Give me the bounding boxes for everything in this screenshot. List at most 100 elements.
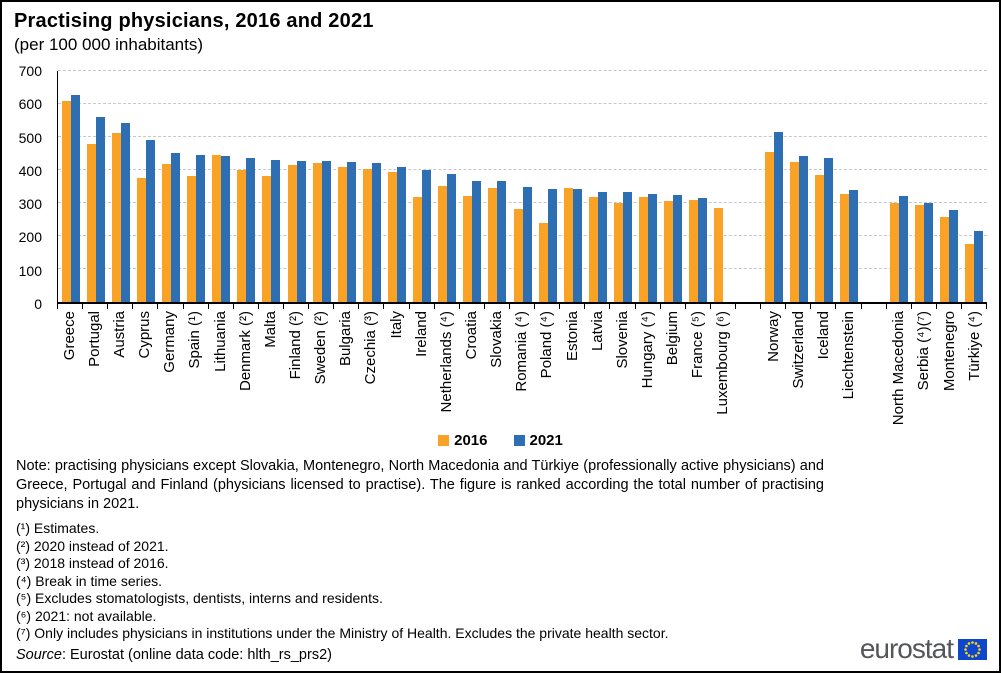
bar-group-luxembourg <box>711 71 736 302</box>
x-label-slot: Poland (⁴) <box>535 311 560 429</box>
legend-item-2021: 2021 <box>513 432 563 449</box>
bar-2021 <box>95 116 105 302</box>
footnote-line: (⁴) Break in time series. <box>16 572 163 589</box>
x-axis-label: Spain (¹) <box>186 311 204 369</box>
x-tick <box>711 304 736 309</box>
bar-2016 <box>538 223 548 302</box>
y-tick-label: 400 <box>18 162 42 179</box>
bar-group-malta <box>259 71 284 302</box>
bar-2021 <box>949 209 959 302</box>
x-axis-label: Croatia <box>462 311 480 360</box>
x-axis-label: Cyprus <box>136 311 154 359</box>
x-label-slot: Sweden (²) <box>308 311 333 429</box>
x-tick <box>912 304 937 309</box>
x-axis-label: Slovenia <box>613 311 631 369</box>
x-axis-label: Iceland <box>814 311 832 360</box>
bar-2016 <box>664 201 674 302</box>
x-axis-label: Ireland <box>412 311 430 357</box>
bar-group-norway <box>761 71 786 302</box>
bar-group-montenegro <box>937 71 962 302</box>
xlabels-row: Greece Portugal Austria Cyprus Germany Spain … <box>57 311 987 429</box>
x-axis-label: Romania (⁴) <box>513 311 531 392</box>
x-axis-label: Liechtenstein <box>840 311 858 400</box>
bar-2016 <box>488 188 498 302</box>
bar-group-t-rkiye <box>962 71 987 302</box>
bar-group-iceland <box>811 71 836 302</box>
bar-group-romania <box>510 71 535 302</box>
bar-2016 <box>814 174 824 302</box>
x-tick <box>661 304 686 309</box>
bar-2021 <box>974 230 984 302</box>
x-label-slot: Türkiye (⁴) <box>962 311 987 429</box>
x-tick <box>485 304 510 309</box>
bar-2016 <box>362 169 372 302</box>
bar-2016 <box>613 203 623 302</box>
bar-2021 <box>848 189 858 302</box>
x-label-slot: Hungary (⁴) <box>635 311 660 429</box>
y-tick-label: 200 <box>18 229 42 246</box>
x-tick <box>686 304 711 309</box>
x-tick <box>158 304 184 309</box>
x-label-slot: Slovenia <box>610 311 635 429</box>
bar-2016 <box>513 209 523 302</box>
bar-group-greece <box>58 71 83 302</box>
legend-item-2016: 2016 <box>438 432 488 449</box>
bar-2021 <box>698 197 708 302</box>
x-label-slot: Austria <box>107 311 132 429</box>
x-tick <box>410 304 435 309</box>
x-label-slot: Portugal <box>82 311 107 429</box>
bar-group-germany <box>158 71 183 302</box>
x-label-slot: Bulgaria <box>334 311 359 429</box>
bar-2016 <box>237 170 247 302</box>
bar-group-latvia <box>585 71 610 302</box>
footnote-line: (¹) Estimates. <box>16 520 100 536</box>
x-tick <box>937 304 962 309</box>
bar-2016 <box>915 205 925 302</box>
x-axis-label: Switzerland <box>789 311 807 389</box>
bar-2021 <box>246 158 256 302</box>
bar-2016 <box>161 164 171 302</box>
x-label-slot: Ireland <box>409 311 434 429</box>
legend-swatch-2016 <box>438 434 450 446</box>
bar-2016 <box>212 155 222 302</box>
x-label-slot: Iceland <box>811 311 836 429</box>
note-text: Note: practising physicians except Slova… <box>16 458 824 512</box>
bar-group-slovakia <box>485 71 510 302</box>
x-tick <box>58 304 84 309</box>
bar-2016 <box>136 178 146 302</box>
bar-2021 <box>296 160 306 302</box>
bar-group-italy <box>384 71 409 302</box>
bar-2016 <box>438 186 448 302</box>
x-tick <box>384 304 410 309</box>
x-tick <box>962 304 988 309</box>
x-axis-label: Latvia <box>588 311 606 352</box>
bar-2021 <box>371 162 381 302</box>
bar-2016 <box>262 176 272 302</box>
bar-2021 <box>823 158 833 302</box>
bar-group-estonia <box>560 71 585 302</box>
x-tick <box>636 304 661 309</box>
bar-2016 <box>287 164 297 302</box>
legend-swatch-2021 <box>513 434 525 446</box>
bar-group-portugal <box>83 71 108 302</box>
source-text: : Eurostat (online data code: hlth_rs_pr… <box>61 646 332 663</box>
logo-text: eurostat <box>859 633 954 664</box>
x-axis-label: Denmark (²) <box>236 311 254 392</box>
bar-2016 <box>639 197 649 302</box>
footnote-line: (⁶) 2021: not available. <box>16 607 157 624</box>
gap-slot <box>736 71 761 302</box>
bar-2021 <box>773 132 783 302</box>
y-axis-labels: 0 100 200 300 400 500 600 700 <box>2 63 48 312</box>
x-axis-label: Estonia <box>563 311 581 362</box>
footnote-line: (²) 2020 instead of 2021. <box>16 537 169 554</box>
x-tick <box>510 304 536 309</box>
x-axis-label: Czechia (³) <box>362 311 380 385</box>
bar-group-poland <box>535 71 560 302</box>
bar-2016 <box>839 193 849 302</box>
gridline-700 <box>58 70 987 71</box>
x-tick <box>234 304 259 309</box>
bar-group-spain <box>184 71 209 302</box>
bar-2016 <box>413 197 423 302</box>
x-label-slot: Norway <box>761 311 786 429</box>
bar-group-switzerland <box>786 71 811 302</box>
